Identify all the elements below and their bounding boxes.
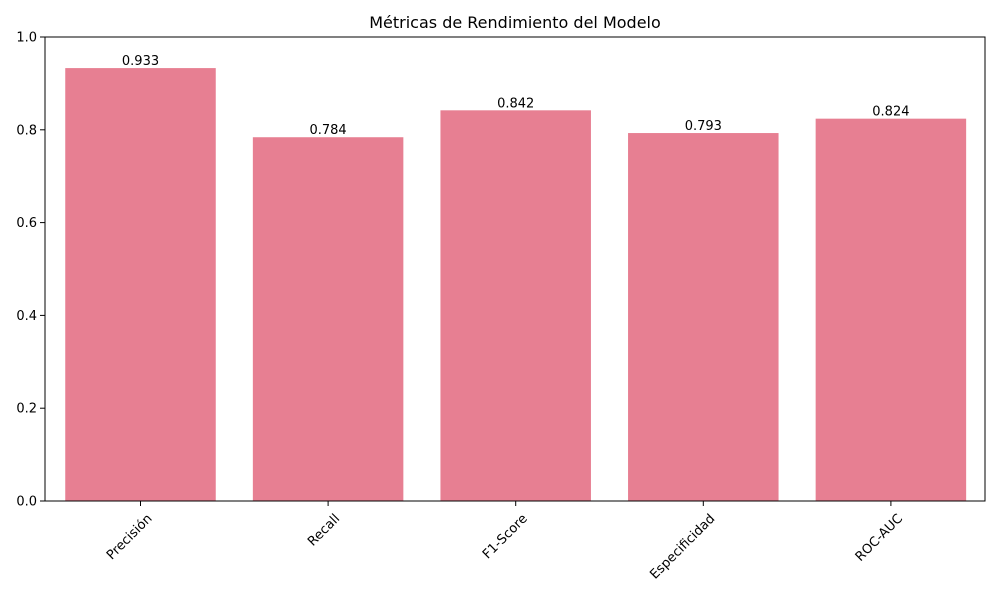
data-label-1: 0.784 xyxy=(309,123,346,138)
data-labels: 0.933 0.784 0.842 0.793 0.824 xyxy=(122,54,910,138)
y-tick-label-0: 0.0 xyxy=(16,495,37,510)
x-tick-label-1: Recall xyxy=(305,511,343,549)
bar-2 xyxy=(440,110,591,501)
y-axis: 0.0 0.2 0.4 0.6 0.8 1.0 xyxy=(16,31,45,510)
x-tick-label-3: Especificidad xyxy=(647,511,718,582)
data-label-0: 0.933 xyxy=(122,54,159,69)
y-tick-label-5: 1.0 xyxy=(16,31,37,46)
data-label-4: 0.824 xyxy=(872,105,909,120)
chart-title: Métricas de Rendimiento del Modelo xyxy=(369,13,661,32)
bar-3 xyxy=(628,133,779,501)
x-axis: Precisión Recall F1-Score Especificidad ROC-… xyxy=(104,501,906,582)
bar-0 xyxy=(65,68,216,501)
x-tick-label-2: F1-Score xyxy=(480,511,531,562)
bar-1 xyxy=(252,137,404,501)
y-tick-label-1: 0.2 xyxy=(16,402,37,417)
plot-frame xyxy=(44,36,986,502)
x-tick-label-4: ROC-AUC xyxy=(853,511,906,564)
bar-4 xyxy=(815,118,967,501)
bars xyxy=(65,68,967,501)
y-tick-label-2: 0.4 xyxy=(16,309,37,324)
data-label-2: 0.842 xyxy=(497,96,534,111)
y-tick-label-4: 0.8 xyxy=(16,123,37,138)
x-tick-label-0: Precisión xyxy=(104,511,156,563)
data-label-3: 0.793 xyxy=(685,119,722,134)
y-tick-label-3: 0.6 xyxy=(16,216,37,231)
